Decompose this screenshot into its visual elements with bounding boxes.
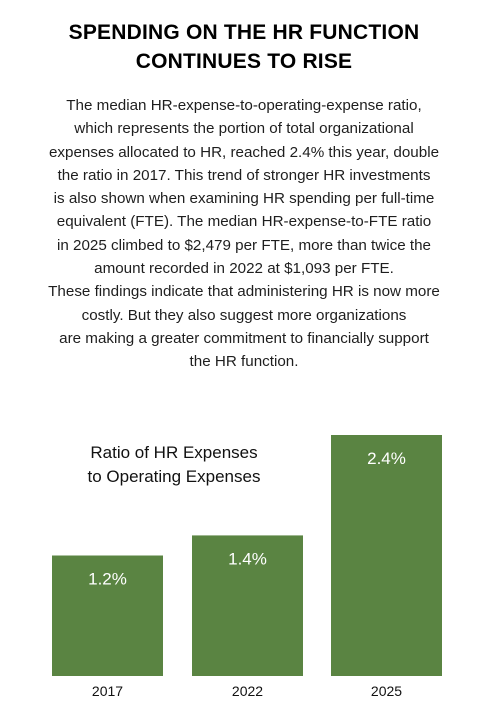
body-line: which represents the portion of total or… xyxy=(74,120,414,138)
chart-title-line-1: Ratio of HR Expenses xyxy=(90,443,258,462)
chart-title: Ratio of HR Expenses to Operating Expens… xyxy=(40,441,308,489)
x-tick-label: 2025 xyxy=(371,683,402,699)
body-line: costly. But they also suggest more organ… xyxy=(81,306,407,324)
x-tick-label: 2017 xyxy=(92,683,123,699)
bar-2017 xyxy=(52,555,163,676)
body-line: in 2025 climbed to $2,479 per FTE, more … xyxy=(57,236,431,254)
body-line: are making a greater commitment to finan… xyxy=(59,329,429,347)
body-line: the ratio in 2017. This trend of stronge… xyxy=(57,166,431,184)
bar-value-label: 2.4% xyxy=(367,449,406,468)
chart-title-line-2: to Operating Expenses xyxy=(87,467,261,486)
body-line: amount recorded in 2022 at $1,093 per FT… xyxy=(94,260,394,278)
body-line: is also shown when examining HR spending… xyxy=(53,190,435,208)
page-title-line-2: CONTINUES TO RISE xyxy=(135,50,353,73)
x-tick-label: 2022 xyxy=(232,683,263,699)
body-line: expenses allocated to HR, reached 2.4% t… xyxy=(48,143,440,161)
bar-2025 xyxy=(331,435,442,676)
bar-2022 xyxy=(192,535,303,676)
body-line: the HR function. xyxy=(189,353,299,371)
page-title: SPENDING ON THE HR FUNCTION CONTINUES TO… xyxy=(0,18,488,76)
body-paragraph: The median HR-expense-to-operating-expen… xyxy=(14,94,474,374)
body-line: The median HR-expense-to-operating-expen… xyxy=(66,97,422,114)
page-title-line-1: SPENDING ON THE HR FUNCTION xyxy=(68,21,420,44)
body-line: These findings indicate that administeri… xyxy=(48,283,440,301)
bar-value-label: 1.2% xyxy=(88,570,127,589)
body-line: equivalent (FTE). The median HR-expense-… xyxy=(56,213,432,231)
bar-value-label: 1.4% xyxy=(228,549,267,568)
